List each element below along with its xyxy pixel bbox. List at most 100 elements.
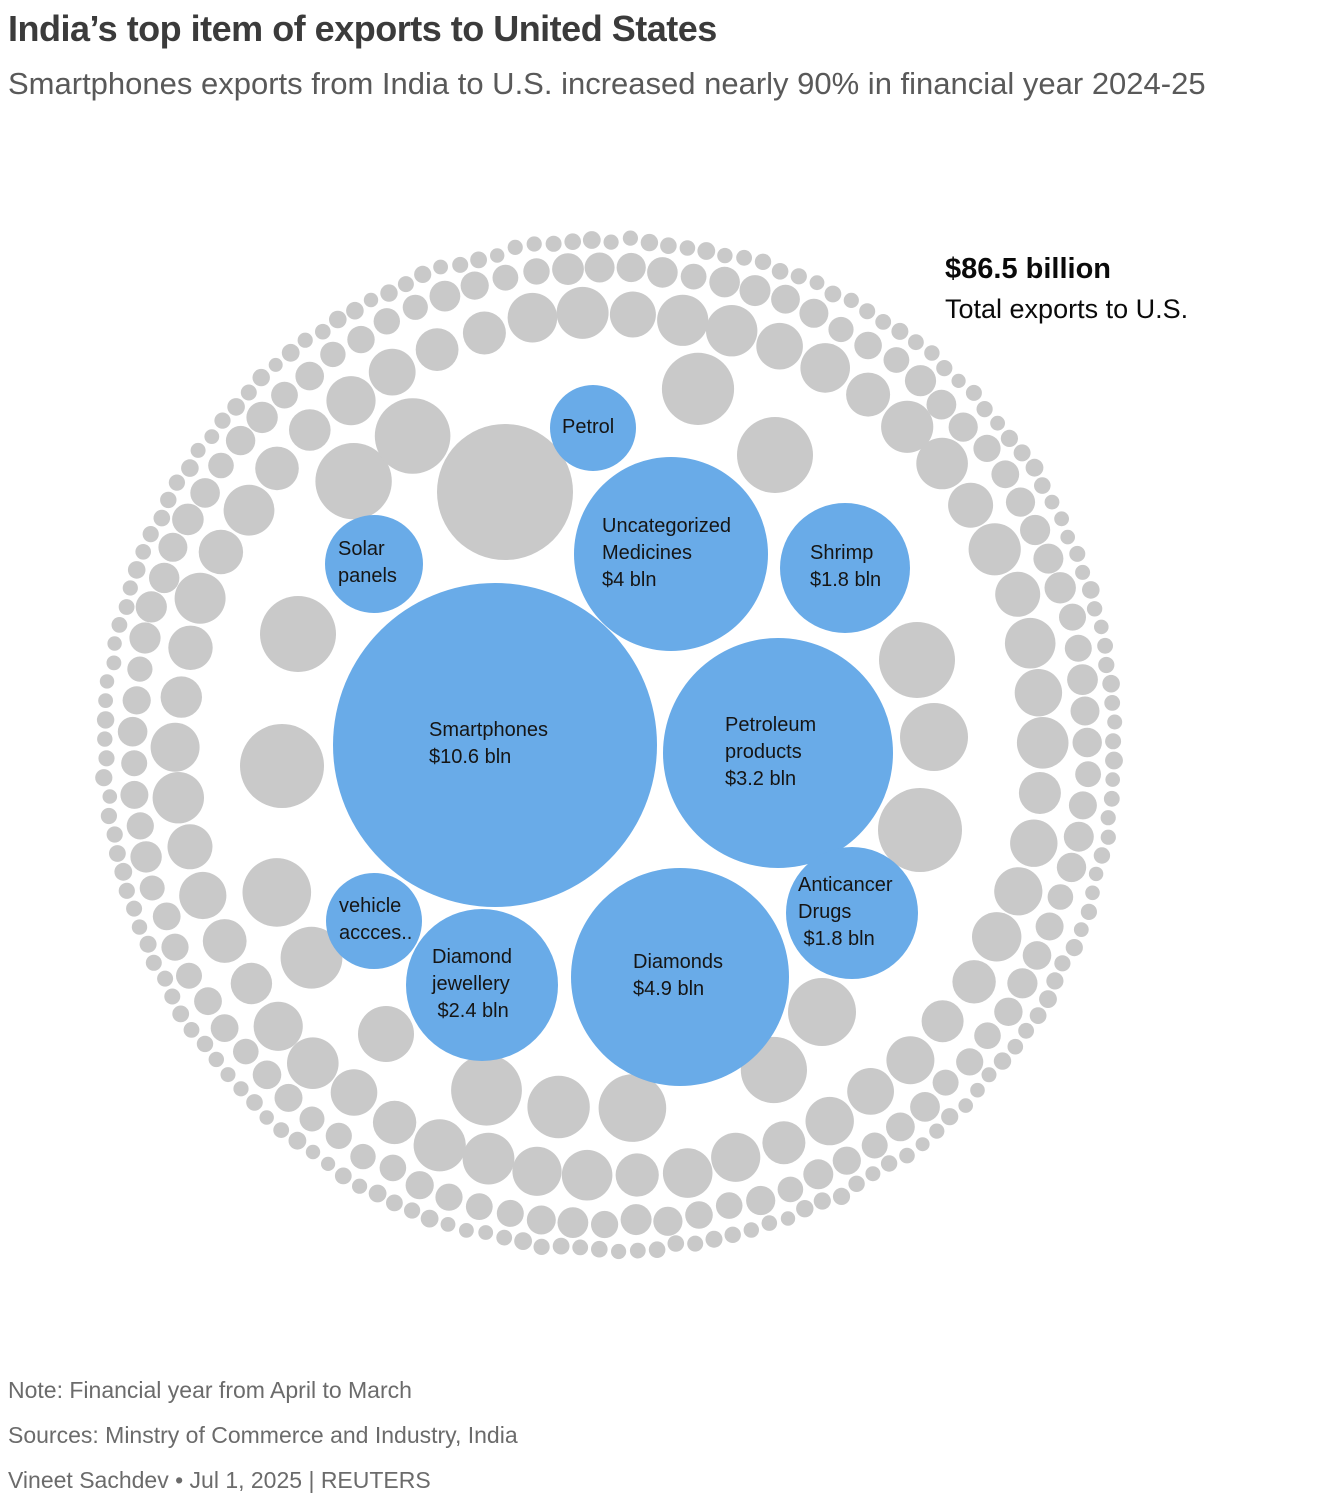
filler-bubble bbox=[190, 442, 206, 458]
filler-bubble bbox=[167, 824, 213, 870]
filler-bubble bbox=[1005, 487, 1036, 517]
filler-bubble bbox=[347, 325, 375, 354]
filler-bubble bbox=[941, 1108, 959, 1126]
filler-bubble bbox=[948, 412, 978, 442]
filler-bubble bbox=[1075, 564, 1091, 580]
filler-bubble bbox=[413, 1119, 466, 1172]
filler-bubble bbox=[809, 275, 825, 291]
filler-bubble bbox=[824, 285, 842, 303]
filler-bubble bbox=[948, 482, 994, 528]
filler-bubble bbox=[429, 280, 461, 312]
filler-bubble bbox=[1044, 572, 1076, 604]
filler-bubble bbox=[346, 301, 364, 320]
filler-bubble bbox=[95, 769, 113, 787]
bubble-diamonds bbox=[571, 868, 789, 1086]
filler-bubble bbox=[190, 478, 220, 508]
filler-bubble bbox=[1039, 990, 1057, 1008]
total-label: Total exports to U.S. bbox=[945, 293, 1189, 324]
filler-bubble bbox=[321, 1156, 336, 1171]
filler-bubble bbox=[591, 1240, 608, 1258]
filler-bubble bbox=[437, 424, 573, 560]
filler-bubble bbox=[1107, 714, 1123, 730]
filler-bubble bbox=[490, 248, 505, 263]
bubble-diamond-jewellery bbox=[406, 909, 558, 1061]
filler-bubble bbox=[711, 1132, 761, 1182]
filler-bubble bbox=[402, 294, 428, 320]
filler-bubble bbox=[1034, 477, 1051, 494]
filler-bubble bbox=[974, 1022, 1001, 1049]
filler-bubble bbox=[507, 292, 558, 343]
filler-bubble bbox=[805, 1096, 854, 1146]
filler-bubble bbox=[1022, 941, 1052, 970]
filler-bubble bbox=[157, 970, 174, 987]
filler-bubble bbox=[153, 509, 171, 527]
filler-bubble bbox=[533, 1238, 550, 1255]
total-value: $86.5 billion bbox=[945, 253, 1111, 285]
footer-byline: Vineet Sachdev • Jul 1, 2025 | REUTERS bbox=[8, 1467, 431, 1493]
filler-bubble bbox=[662, 1148, 713, 1198]
filler-bubble bbox=[274, 1083, 303, 1112]
filler-bubble bbox=[924, 345, 940, 361]
filler-bubble bbox=[556, 286, 609, 339]
filler-bubble bbox=[1105, 733, 1122, 750]
filler-bubble bbox=[325, 1122, 352, 1149]
filler-bubble bbox=[557, 1207, 589, 1238]
filler-bubble bbox=[1033, 543, 1064, 574]
filler-bubble bbox=[268, 357, 283, 372]
filler-bubble bbox=[865, 1166, 881, 1182]
filler-bubble bbox=[152, 902, 181, 931]
filler-bubble bbox=[994, 997, 1023, 1026]
filler-bubble bbox=[743, 1222, 759, 1238]
filler-bubble bbox=[287, 1037, 339, 1089]
filler-bubble bbox=[881, 400, 934, 453]
filler-bubble bbox=[1072, 727, 1102, 758]
filler-bubble bbox=[373, 308, 400, 335]
filler-bubble bbox=[397, 276, 414, 293]
filler-bubble bbox=[667, 1235, 685, 1252]
filler-bubble bbox=[127, 561, 146, 579]
filler-bubble bbox=[717, 247, 733, 264]
filler-bubble bbox=[737, 417, 813, 493]
filler-bubble bbox=[705, 1230, 723, 1248]
filler-bubble bbox=[620, 1204, 652, 1236]
filler-bubble bbox=[916, 437, 968, 490]
filler-bubble bbox=[622, 230, 639, 246]
filler-bubble bbox=[756, 322, 803, 370]
filler-bubble bbox=[118, 599, 135, 615]
filler-bubble bbox=[183, 1022, 200, 1038]
filler-bubble bbox=[174, 572, 226, 624]
bubble-solar-panels bbox=[325, 515, 423, 613]
filler-bubble bbox=[102, 789, 118, 804]
filler-bubble bbox=[526, 1205, 556, 1235]
filler-bubble bbox=[828, 316, 854, 343]
filler-bubble bbox=[223, 484, 275, 536]
filler-bubble bbox=[640, 233, 659, 252]
filler-bubble bbox=[900, 703, 968, 771]
filler-bubble bbox=[1016, 717, 1069, 769]
filler-bubble bbox=[1035, 912, 1064, 941]
filler-bubble bbox=[253, 1001, 303, 1051]
filler-bubble bbox=[1059, 603, 1086, 631]
filler-bubble bbox=[1094, 619, 1109, 635]
filler-bubble bbox=[194, 987, 222, 1016]
filler-bubble bbox=[127, 656, 153, 682]
filler-bubble bbox=[117, 716, 148, 747]
filler-bubble bbox=[680, 263, 707, 290]
filler-bubble bbox=[233, 1081, 249, 1097]
filler-bubble bbox=[995, 571, 1041, 617]
filler-bubble bbox=[1100, 829, 1116, 845]
filler-bubble bbox=[523, 258, 550, 285]
filler-bubble bbox=[246, 1094, 263, 1111]
filler-bubble bbox=[433, 259, 448, 275]
filler-bubble bbox=[1060, 529, 1075, 545]
filler-bubble bbox=[993, 1052, 1012, 1070]
filler-bubble bbox=[126, 900, 143, 917]
filler-bubble bbox=[126, 812, 154, 840]
filler-bubble bbox=[168, 474, 185, 491]
filler-bubble bbox=[252, 1060, 282, 1090]
filler-bubble bbox=[709, 266, 740, 298]
filler-bubble bbox=[981, 1067, 997, 1083]
filler-bubble bbox=[1025, 458, 1044, 477]
filler-bubble bbox=[552, 1237, 570, 1255]
filler-bubble bbox=[1102, 674, 1120, 693]
